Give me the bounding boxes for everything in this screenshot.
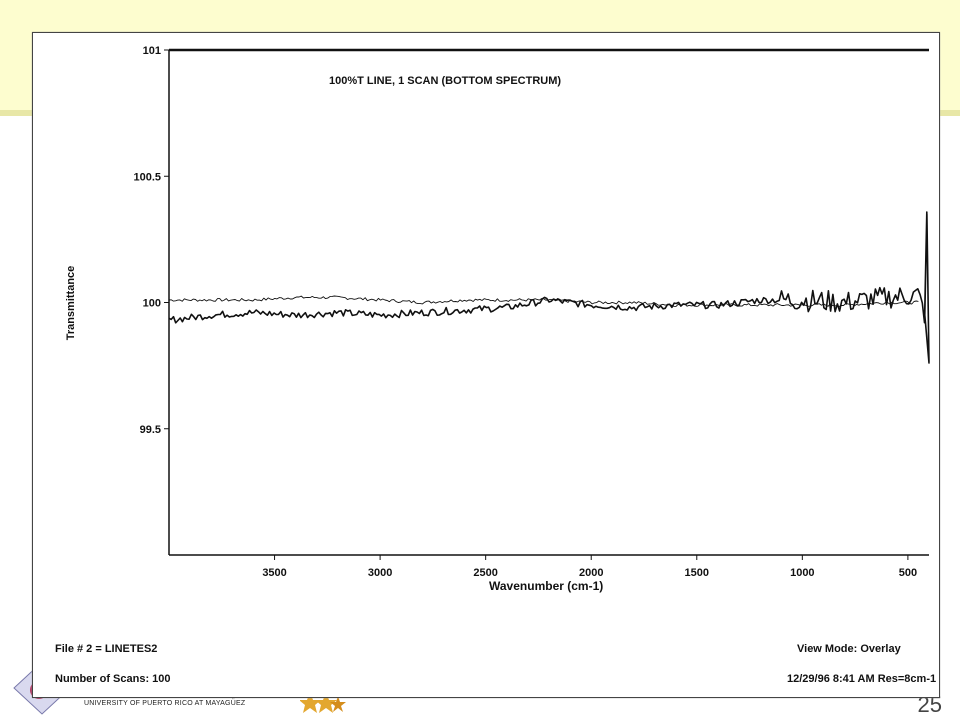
footer-line-uprm: UNIVERSITY OF PUERTO RICO AT MAYAGÜEZ	[84, 700, 246, 707]
x-tick-label: 2500	[473, 567, 497, 579]
series-line-bottom-spectrum	[168, 211, 930, 364]
x-tick-label: 1500	[685, 567, 709, 579]
view-mode: View Mode: Overlay	[797, 643, 901, 655]
star-logo-icon	[300, 692, 346, 713]
y-axis-label: Transmittance	[65, 265, 77, 341]
transmittance-chart: 101 100.5 100 99.5 3500 3000 2500 2000 1500 1000 5…	[133, 45, 930, 579]
x-tick-label: 3500	[262, 567, 286, 579]
x-tick-label: 1000	[790, 567, 814, 579]
scan-count: Number of Scans: 100	[55, 673, 171, 685]
timestamp-resolution: 12/29/96 8:41 AM Res=8cm-1	[787, 673, 937, 685]
chart-title: 100%T LINE, 1 SCAN (BOTTOM SPECTRUM)	[329, 75, 562, 87]
x-tick-label: 2000	[579, 567, 603, 579]
x-axis-label: Wavenumber (cm-1)	[489, 579, 604, 593]
y-tick-label: 100	[143, 298, 161, 310]
x-tick-label: 3000	[368, 567, 392, 579]
y-tick-label: 101	[143, 45, 161, 57]
spectrum-printout: 101 100.5 100 99.5 3500 3000 2500 2000 1500 1000 5…	[32, 32, 940, 698]
y-tick-label: 100.5	[133, 171, 161, 183]
file-info: File # 2 = LINETES2	[55, 643, 158, 655]
y-tick-label: 99.5	[140, 424, 161, 436]
x-tick-label: 500	[899, 567, 917, 579]
